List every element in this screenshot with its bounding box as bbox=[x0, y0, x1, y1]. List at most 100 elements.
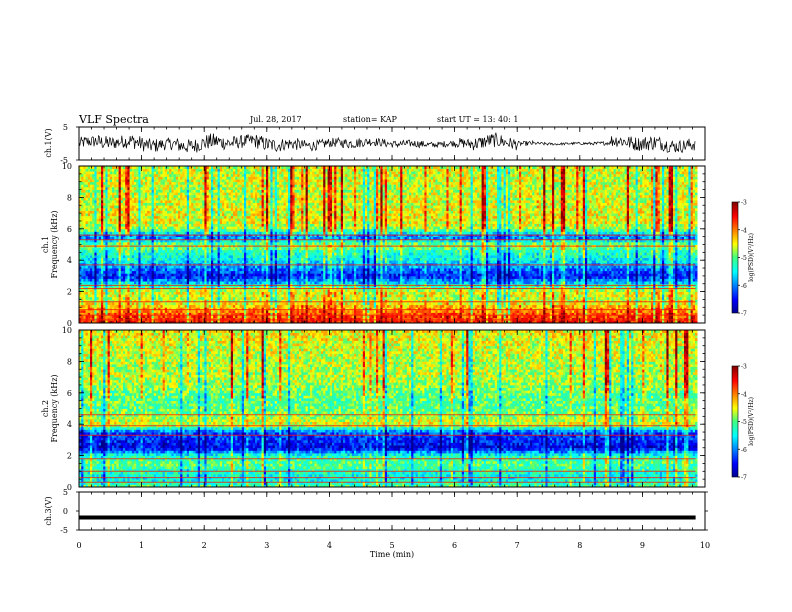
spectrogram-cell bbox=[162, 184, 166, 188]
spectrogram-cell bbox=[79, 286, 82, 290]
spectrogram-cell bbox=[213, 173, 216, 177]
spectrogram-cell bbox=[151, 194, 155, 198]
spectrogram-cell bbox=[151, 275, 155, 279]
spectrogram-cell bbox=[118, 171, 122, 175]
spectrogram-cell bbox=[103, 194, 106, 198]
spectrogram-cell bbox=[101, 176, 104, 180]
spectrogram-cell bbox=[105, 247, 108, 251]
spectrogram-cell bbox=[136, 296, 139, 300]
spectrogram-cell bbox=[123, 296, 126, 300]
spectrogram-cell bbox=[129, 299, 133, 303]
spectrogram-cell bbox=[101, 281, 104, 285]
spectrogram-cell bbox=[127, 257, 130, 261]
spectrogram-cell bbox=[116, 241, 119, 245]
spectrogram-cell bbox=[169, 315, 172, 319]
spectrogram-cell bbox=[145, 262, 148, 266]
spectrogram-cell bbox=[184, 197, 188, 201]
spectrogram-cell bbox=[158, 200, 161, 204]
spectrogram-cell bbox=[164, 275, 168, 279]
spectrogram-cell bbox=[184, 296, 188, 300]
spectrogram-cell bbox=[213, 291, 216, 295]
spectrogram-cell bbox=[195, 213, 199, 217]
spectrogram-cell bbox=[116, 179, 119, 183]
spectrogram-cell bbox=[173, 236, 177, 240]
spectrogram-cell bbox=[222, 252, 225, 256]
spectrogram-cell bbox=[230, 281, 234, 285]
spectrogram-cell bbox=[208, 202, 212, 206]
spectrogram-cell bbox=[228, 173, 232, 177]
spectrogram-cell bbox=[101, 286, 104, 290]
spectrogram-cell bbox=[105, 281, 108, 285]
spectrogram-cell bbox=[85, 278, 89, 282]
spectrogram-cell bbox=[92, 247, 95, 251]
spectrogram-cell bbox=[136, 207, 139, 211]
spectrogram-cell bbox=[211, 286, 214, 290]
spectrogram-cell bbox=[182, 296, 185, 300]
spectrogram-cell bbox=[123, 281, 126, 285]
spectrogram-cell bbox=[233, 218, 236, 222]
spectrogram-cell bbox=[173, 286, 177, 290]
spectrogram-cell bbox=[138, 275, 141, 279]
spectrogram-cell bbox=[142, 247, 146, 251]
spectrogram-cell bbox=[127, 315, 130, 319]
spectrogram-cell bbox=[204, 317, 207, 321]
spectrogram-cell bbox=[237, 236, 240, 240]
spectrogram-cell bbox=[153, 213, 157, 217]
spectrogram-cell bbox=[114, 207, 117, 211]
spectrogram-cell bbox=[184, 255, 188, 259]
spectrogram-cell bbox=[193, 317, 196, 321]
spectrogram-cell bbox=[147, 200, 150, 204]
spectrogram-cell bbox=[195, 179, 199, 183]
spectrogram-cell bbox=[182, 210, 185, 214]
spectrogram-cell bbox=[149, 252, 152, 256]
spectrogram-cell bbox=[147, 181, 150, 185]
spectrogram-cell bbox=[191, 171, 194, 175]
spectrogram-cell bbox=[193, 176, 196, 180]
spectrogram-cell bbox=[167, 197, 170, 201]
spectrogram-cell bbox=[167, 296, 170, 300]
spectrogram-cell bbox=[191, 270, 194, 274]
spectrogram-cell bbox=[173, 231, 177, 235]
spectrogram-cell bbox=[213, 207, 216, 211]
spectrogram-cell bbox=[90, 213, 93, 217]
spectrogram-cell bbox=[90, 296, 93, 300]
spectrogram-cell bbox=[219, 192, 223, 196]
spectrogram-cell bbox=[206, 194, 210, 198]
spectrogram-cell bbox=[125, 257, 128, 261]
spectrogram-cell bbox=[222, 315, 225, 319]
spectrogram-cell bbox=[149, 270, 152, 274]
spectrogram-cell bbox=[228, 205, 232, 209]
spectrogram-cell bbox=[149, 186, 152, 190]
spectrogram-cell bbox=[239, 184, 243, 188]
spectrogram-cell bbox=[173, 270, 177, 274]
spectrogram-cell bbox=[145, 299, 148, 303]
spectrogram-cell bbox=[180, 189, 183, 193]
spectrogram-cell bbox=[217, 226, 221, 230]
spectrogram-cell bbox=[151, 255, 155, 259]
spectrogram-cell bbox=[92, 265, 95, 269]
spectrogram-cell bbox=[171, 200, 174, 204]
spectrogram-cell bbox=[153, 236, 157, 240]
spectrogram-cell bbox=[83, 257, 86, 261]
spectrogram-cell bbox=[107, 315, 111, 319]
spectrogram-cell bbox=[162, 262, 166, 266]
spectrogram-cell bbox=[162, 278, 166, 282]
spectrogram-cell bbox=[138, 299, 141, 303]
spectrogram-cell bbox=[208, 241, 212, 245]
spectrogram-cell bbox=[160, 186, 163, 190]
spectrogram-cell bbox=[96, 247, 100, 251]
spectrogram-cell bbox=[175, 215, 179, 219]
spectrogram-cell bbox=[228, 296, 232, 300]
spectrogram-cell bbox=[184, 200, 188, 204]
spectrogram-cell bbox=[114, 260, 117, 264]
spectrogram-cell bbox=[184, 286, 188, 290]
spectrogram-cell bbox=[175, 189, 179, 193]
spectrogram-cell bbox=[217, 186, 221, 190]
spectrogram-cell bbox=[127, 200, 130, 204]
spectrogram-cell bbox=[215, 179, 218, 183]
spectrogram-cell bbox=[103, 239, 106, 243]
spectrogram-cell bbox=[182, 268, 185, 272]
spectrogram-cell bbox=[175, 236, 179, 240]
spectrogram-cell bbox=[239, 181, 243, 185]
spectrogram-cell bbox=[211, 294, 214, 298]
